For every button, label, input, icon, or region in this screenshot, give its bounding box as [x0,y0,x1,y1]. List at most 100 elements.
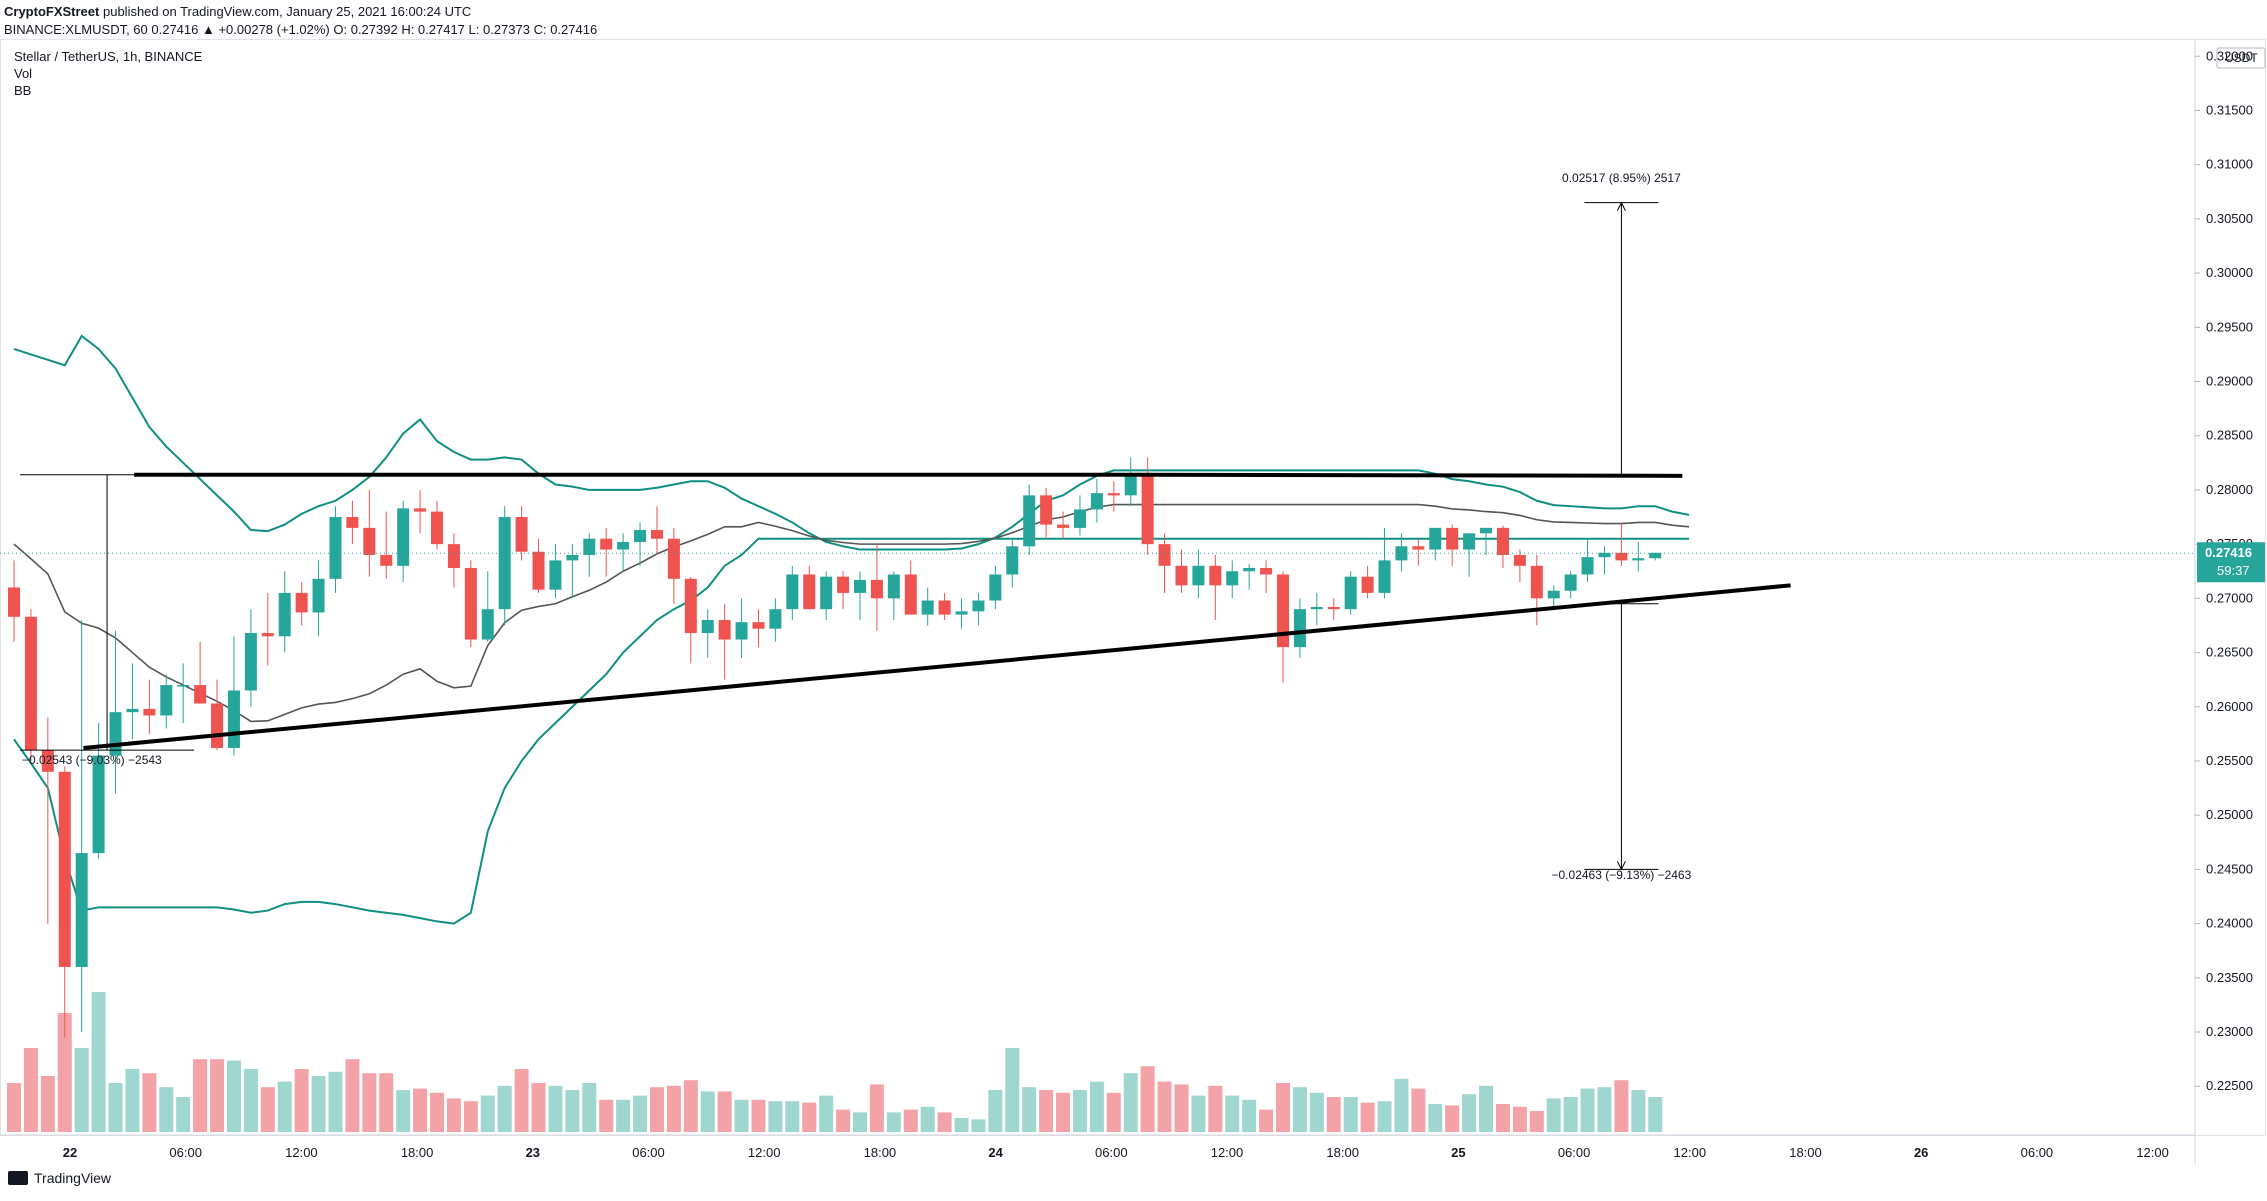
volume-bar [785,1101,800,1132]
volume-bar [1089,1081,1104,1132]
candle-body [1480,527,1493,534]
candle-body [904,574,917,615]
price-tick-label: 0.26500 [2206,645,2253,660]
volume-bar [159,1087,174,1132]
series-title[interactable]: Stellar / TetherUS, 1h, BINANCE [14,49,203,64]
volume-bar [599,1099,614,1132]
volume-bar [514,1069,529,1132]
resistance-line [134,472,1683,478]
candle-body [1023,495,1036,547]
bollinger-bands-label[interactable]: BB [14,83,32,98]
volume-bar [1208,1085,1223,1132]
candle-body [295,592,308,613]
support-trendline [83,583,1791,750]
tradingview-logo-icon [8,1171,28,1185]
candle-body [1158,544,1171,566]
candle-body [718,620,731,640]
candle-body [1344,576,1357,610]
candle-body [1530,565,1543,599]
volume-bar [91,992,106,1132]
candle-body [600,538,613,550]
time-tick-label: 06:00 [169,1145,202,1160]
price-tick-label: 0.28500 [2206,428,2253,443]
volume-bar [1479,1085,1494,1132]
candle-body [8,587,20,617]
volume-bar [920,1106,935,1132]
volume-bar [446,1098,461,1132]
volume-bar [294,1069,309,1132]
time-tick-label: 26 [1914,1145,1928,1160]
candle-body [414,508,427,512]
price-tick-label: 0.32000 [2206,48,2253,63]
volume-bar [1360,1102,1375,1132]
volume-bar [176,1097,191,1132]
candle-body [1006,546,1019,575]
candle-body [617,541,630,550]
volume-bar [1411,1088,1426,1132]
candle-body [1209,565,1222,586]
volume-bar [565,1090,580,1132]
volume-bar [836,1109,851,1132]
volume-bar [108,1083,123,1132]
candle-body [1361,576,1374,593]
volume-bar [260,1087,275,1132]
time-tick-label: 18:00 [401,1145,434,1160]
candle-body [143,708,156,716]
volume-indicator-label[interactable]: Vol [14,66,33,81]
volume-bar [7,1083,21,1132]
candle-body [989,574,1002,601]
current-price-label: 0.27416 [2205,545,2252,560]
volume-bar [582,1083,597,1132]
volume-bar [971,1119,986,1132]
price-tick-label: 0.31500 [2206,102,2253,117]
candle-body [1632,558,1645,561]
price-tick-label: 0.26000 [2206,699,2253,714]
candle-body [1141,473,1154,545]
volume-bar [1276,1083,1290,1132]
volume-bar [1445,1105,1460,1132]
time-axis: 22 06:00 12:00 18:00 23 06:00 12:00 18:00 24 06:0… [0,1134,2195,1160]
candle-body [1057,524,1070,528]
volume-bar [1394,1078,1409,1132]
candle-body [431,511,443,545]
volume-bar [193,1059,208,1132]
price-tick-label: 0.25000 [2206,807,2253,822]
author-name[interactable]: CryptoFXStreet [4,4,100,19]
volume-bar [531,1083,546,1132]
symbol-info: BINANCE:XLMUSDT, 60 0.27416 ▲ +0.00278 (… [4,22,598,37]
price-tick-label: 0.24500 [2206,861,2253,876]
volume-bar [345,1059,360,1132]
price-tick-label: 0.23000 [2206,1024,2253,1039]
measure-annotation: 0.02517 (8.95%) 2517 [1562,171,1681,185]
candle-body [870,579,883,599]
volume-bar [853,1112,867,1132]
volume-bar [1056,1092,1071,1132]
volume-bar [1326,1097,1341,1132]
candle-body [921,600,934,615]
candle-body [75,853,88,967]
candle-body [1073,509,1086,528]
volume-bar [1157,1081,1172,1132]
volume-bar [886,1112,901,1132]
volume-bar [1174,1084,1189,1132]
candle-body [261,633,274,637]
price-tick-label: 0.23500 [2206,970,2253,985]
volume-bar [633,1095,648,1132]
volume-bar [1005,1048,1020,1132]
volume-bar [226,1060,241,1132]
candle-body [1513,554,1526,566]
candle-body [803,574,816,610]
candle-body [109,712,122,756]
candle-body [1327,607,1340,610]
candle-body [92,755,105,854]
candle-body [278,592,291,637]
volume-bar [1022,1087,1037,1132]
drawings[interactable]: 0.02517 (8.95%) 2517 −0.02543 (−9.03%) −2… [20,171,1791,882]
candle-body [1090,493,1103,510]
time-tick-label: 06:00 [632,1145,665,1160]
candle-body [735,622,748,640]
volume-bar [683,1080,698,1132]
volume-bar [1631,1090,1646,1132]
candle-body [583,538,596,555]
